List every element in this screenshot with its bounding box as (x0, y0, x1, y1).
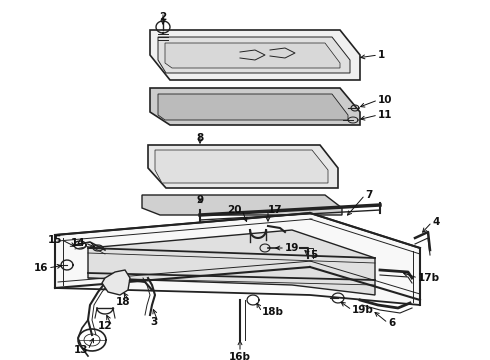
Text: 14: 14 (71, 238, 85, 248)
Polygon shape (165, 43, 340, 68)
Text: 18: 18 (116, 297, 130, 307)
Polygon shape (88, 230, 375, 295)
Text: 18b: 18b (262, 307, 284, 317)
Text: 10: 10 (378, 95, 392, 105)
Text: 9: 9 (196, 195, 203, 205)
Text: 13: 13 (74, 345, 88, 355)
Polygon shape (148, 145, 338, 188)
Text: 17b: 17b (418, 273, 440, 283)
Text: 19: 19 (285, 243, 299, 253)
Text: 6: 6 (388, 318, 395, 328)
Text: 19b: 19b (352, 305, 374, 315)
Text: 11: 11 (378, 110, 392, 120)
Text: 1: 1 (378, 50, 385, 60)
Text: 15: 15 (48, 235, 62, 245)
Polygon shape (150, 30, 360, 80)
Polygon shape (102, 270, 130, 295)
Text: 20: 20 (227, 205, 242, 215)
Polygon shape (150, 88, 360, 125)
Polygon shape (142, 195, 342, 215)
Text: 3: 3 (151, 317, 158, 327)
Text: 7: 7 (365, 190, 372, 200)
Text: 8: 8 (196, 133, 204, 143)
Text: 2: 2 (159, 12, 167, 22)
Polygon shape (55, 213, 420, 305)
Text: 16: 16 (33, 263, 48, 273)
Text: 12: 12 (98, 321, 112, 331)
Text: 5: 5 (310, 250, 317, 260)
Text: 16b: 16b (229, 352, 251, 360)
Text: 17: 17 (268, 205, 283, 215)
Text: 4: 4 (432, 217, 440, 227)
Polygon shape (158, 37, 350, 73)
Polygon shape (158, 94, 348, 120)
Polygon shape (155, 150, 328, 183)
